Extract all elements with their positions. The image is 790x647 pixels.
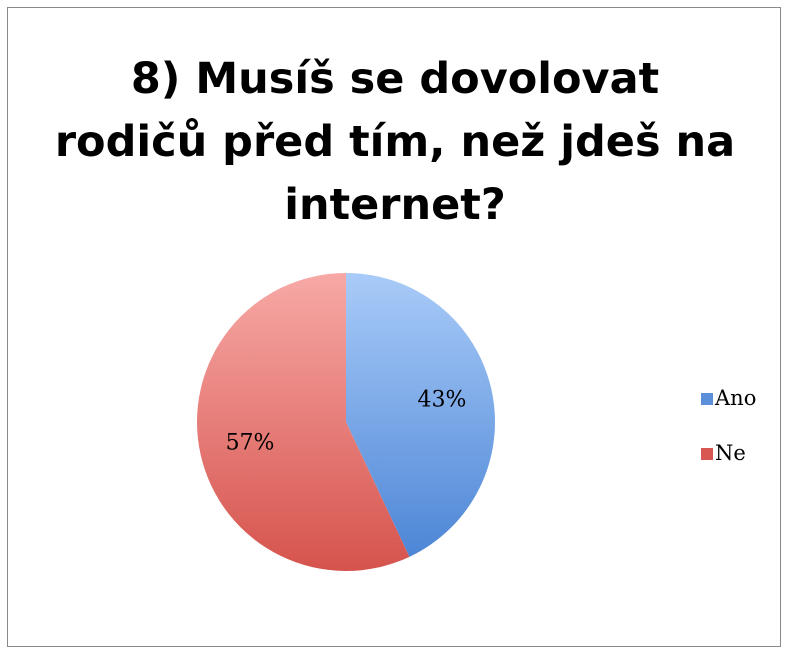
chart-title-line-1: 8) Musíš se dovolovat	[130, 54, 660, 104]
data-label-ne: 57%	[226, 430, 275, 455]
pie-slice-ne	[196, 273, 410, 571]
legend-label-ano: Ano	[715, 386, 757, 410]
legend-swatch-ne	[701, 448, 713, 460]
chart-title-line-2: rodičů před tím, než jdeš na	[54, 117, 736, 167]
pie-chart: 43% 57%	[196, 273, 495, 571]
data-label-ano: 43%	[418, 388, 467, 413]
legend-swatch-ano	[701, 393, 713, 405]
chart-title-line-3: internet?	[284, 180, 506, 230]
chart-title: 8) Musíš se dovolovat rodičů před tím, n…	[0, 48, 790, 237]
legend-label-ne: Ne	[715, 441, 746, 465]
pie-slice-ano	[346, 273, 495, 557]
